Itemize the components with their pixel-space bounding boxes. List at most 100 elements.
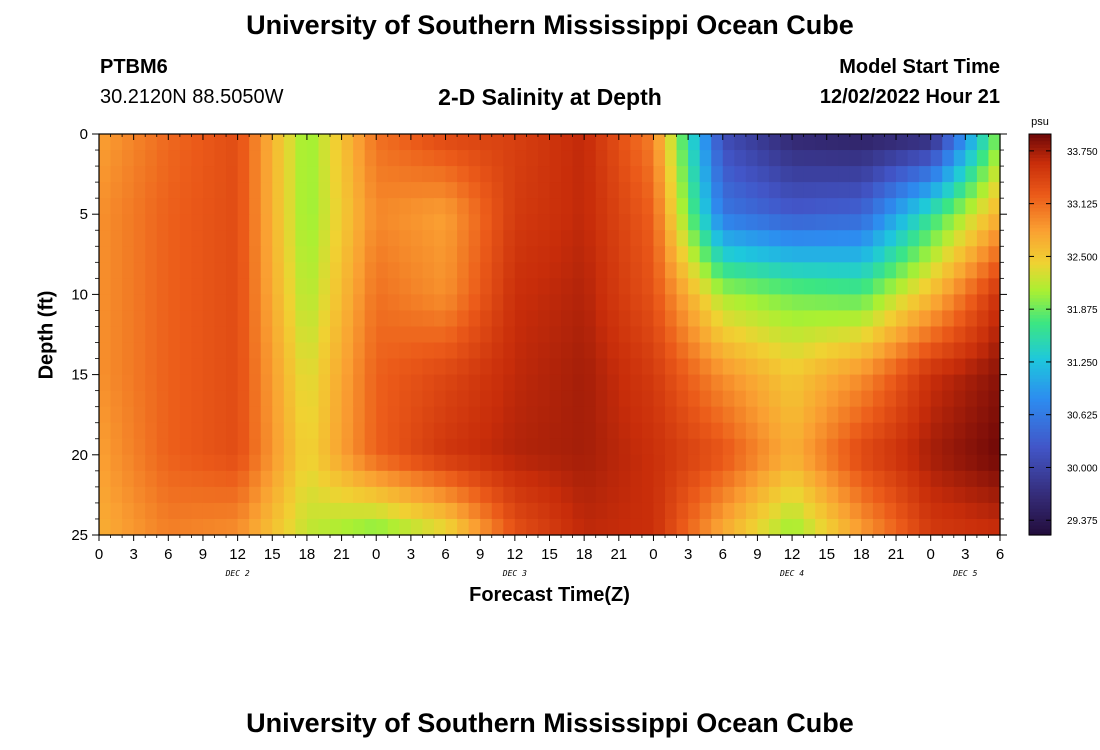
heat-cell: [872, 278, 886, 295]
heat-cell: [676, 150, 689, 167]
heat-cell: [618, 374, 631, 392]
colorbar-segment: [1029, 157, 1051, 162]
heat-cell: [676, 502, 689, 520]
heat-cell: [641, 230, 655, 247]
heat-cell: [930, 486, 943, 504]
heat-cell: [191, 342, 204, 360]
heat-cell: [849, 166, 862, 183]
heat-cell: [734, 470, 747, 488]
heat-cell: [526, 134, 539, 151]
heat-cell: [202, 278, 216, 295]
heat-cell: [757, 134, 770, 151]
heat-cell: [618, 246, 631, 263]
heat-cell: [410, 294, 424, 312]
heat-cell: [376, 182, 389, 199]
heat-cell: [919, 454, 932, 472]
heat-cell: [826, 166, 839, 183]
heat-cell: [607, 198, 620, 215]
heat-cell: [942, 278, 955, 295]
heat-cell: [884, 486, 897, 504]
heat-cell: [676, 438, 689, 456]
heat-cell: [214, 486, 227, 504]
heat-cell: [595, 198, 608, 215]
heat-cell: [653, 198, 666, 215]
heat-cell: [919, 182, 932, 199]
heat-cell: [584, 470, 597, 488]
heat-cell: [722, 518, 735, 536]
heat-cell: [237, 278, 250, 295]
heat-cell: [387, 486, 400, 504]
heat-cell: [526, 470, 539, 488]
day-label: DEC 3: [502, 569, 527, 578]
heat-cell: [584, 406, 597, 424]
heat-cell: [387, 358, 400, 376]
colorbar: 33.75033.12532.50031.87531.25030.62530.0…: [1028, 116, 1098, 536]
heat-cell: [514, 134, 527, 151]
heat-cell: [653, 486, 666, 504]
heat-cell: [630, 150, 643, 167]
colorbar-segment: [1029, 371, 1051, 376]
heat-cell: [422, 374, 435, 392]
heat-cell: [364, 326, 377, 344]
heat-cell: [491, 502, 504, 520]
heat-cell: [318, 326, 331, 344]
heat-cell: [722, 342, 735, 360]
heat-cell: [99, 166, 112, 183]
heat-cell: [792, 134, 805, 151]
heat-cell: [838, 358, 851, 376]
heat-cell: [595, 150, 608, 167]
heat-cell: [607, 454, 620, 472]
heat-cell: [376, 326, 389, 344]
heat-cell: [480, 486, 493, 504]
heat-cell: [872, 502, 886, 520]
colorbar-segment: [1029, 528, 1051, 533]
heat-cell: [838, 262, 851, 279]
heat-cell: [607, 182, 620, 199]
heat-cell: [122, 246, 135, 263]
colorbar-segment: [1029, 207, 1051, 212]
heat-cell: [815, 278, 828, 295]
heat-cell: [907, 278, 920, 295]
heat-cell: [803, 486, 816, 504]
heat-cell: [480, 230, 493, 247]
heat-cell: [445, 246, 458, 263]
heat-cell: [768, 278, 782, 295]
heat-cell: [202, 502, 216, 520]
heat-cell: [942, 502, 955, 520]
heat-cell: [641, 278, 655, 295]
heat-cell: [272, 390, 285, 408]
heat-cell: [295, 230, 308, 247]
heat-cell: [330, 230, 343, 247]
x-tick-label: 0: [95, 546, 103, 563]
heat-cell: [757, 486, 770, 504]
colorbar-segment: [1029, 234, 1051, 239]
heat-cell: [815, 374, 828, 392]
heat-cell: [526, 422, 539, 440]
heat-cell: [584, 422, 597, 440]
heat-cell: [376, 214, 389, 231]
colorbar-segment: [1029, 347, 1051, 352]
heat-cell: [676, 278, 689, 295]
heat-cell: [930, 518, 943, 536]
heat-cell: [376, 470, 389, 488]
heat-cell: [179, 342, 193, 360]
colorbar-tick-label: 29.375: [1067, 516, 1098, 527]
heat-cell: [457, 374, 470, 392]
heat-cell: [653, 246, 666, 263]
colorbar-segment: [1029, 307, 1051, 312]
heat-cell: [99, 310, 112, 328]
heat-cell: [618, 454, 631, 472]
heat-cell: [745, 294, 759, 312]
heat-cell: [618, 326, 631, 344]
heat-cell: [838, 486, 851, 504]
heat-cell: [237, 390, 250, 408]
heat-cell: [607, 502, 620, 520]
heat-cell: [561, 134, 574, 151]
heat-cell: [815, 150, 828, 167]
heat-cell: [699, 294, 712, 312]
heat-cell: [641, 502, 655, 520]
colorbar-segment: [1029, 448, 1051, 453]
heat-cell: [607, 326, 620, 344]
heat-cell: [202, 246, 216, 263]
heat-cell: [780, 150, 793, 167]
